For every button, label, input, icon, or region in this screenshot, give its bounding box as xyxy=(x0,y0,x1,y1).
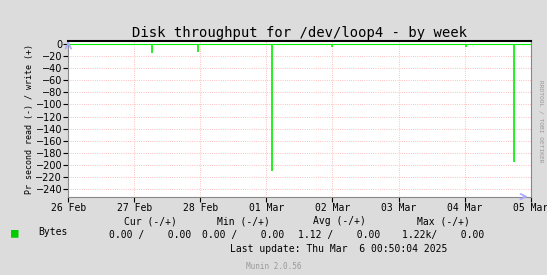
Text: Munin 2.0.56: Munin 2.0.56 xyxy=(246,262,301,271)
Y-axis label: Pr second read (-) / write (+): Pr second read (-) / write (+) xyxy=(25,44,34,194)
Text: 1.22k/    0.00: 1.22k/ 0.00 xyxy=(402,230,484,240)
Text: 0.00 /    0.00: 0.00 / 0.00 xyxy=(109,230,191,240)
Text: Last update: Thu Mar  6 00:50:04 2025: Last update: Thu Mar 6 00:50:04 2025 xyxy=(230,244,448,254)
Text: Max (-/+): Max (-/+) xyxy=(417,216,469,226)
Title: Disk throughput for /dev/loop4 - by week: Disk throughput for /dev/loop4 - by week xyxy=(132,26,467,40)
Text: RRDTOOL / TOBI OETIKER: RRDTOOL / TOBI OETIKER xyxy=(538,80,543,162)
Text: 0.00 /    0.00: 0.00 / 0.00 xyxy=(202,230,284,240)
Text: 1.12 /    0.00: 1.12 / 0.00 xyxy=(298,230,380,240)
Text: Cur (-/+): Cur (-/+) xyxy=(124,216,177,226)
Text: Bytes: Bytes xyxy=(38,227,68,237)
Text: Avg (-/+): Avg (-/+) xyxy=(313,216,365,226)
Text: ■: ■ xyxy=(11,226,19,239)
Text: Min (-/+): Min (-/+) xyxy=(217,216,270,226)
